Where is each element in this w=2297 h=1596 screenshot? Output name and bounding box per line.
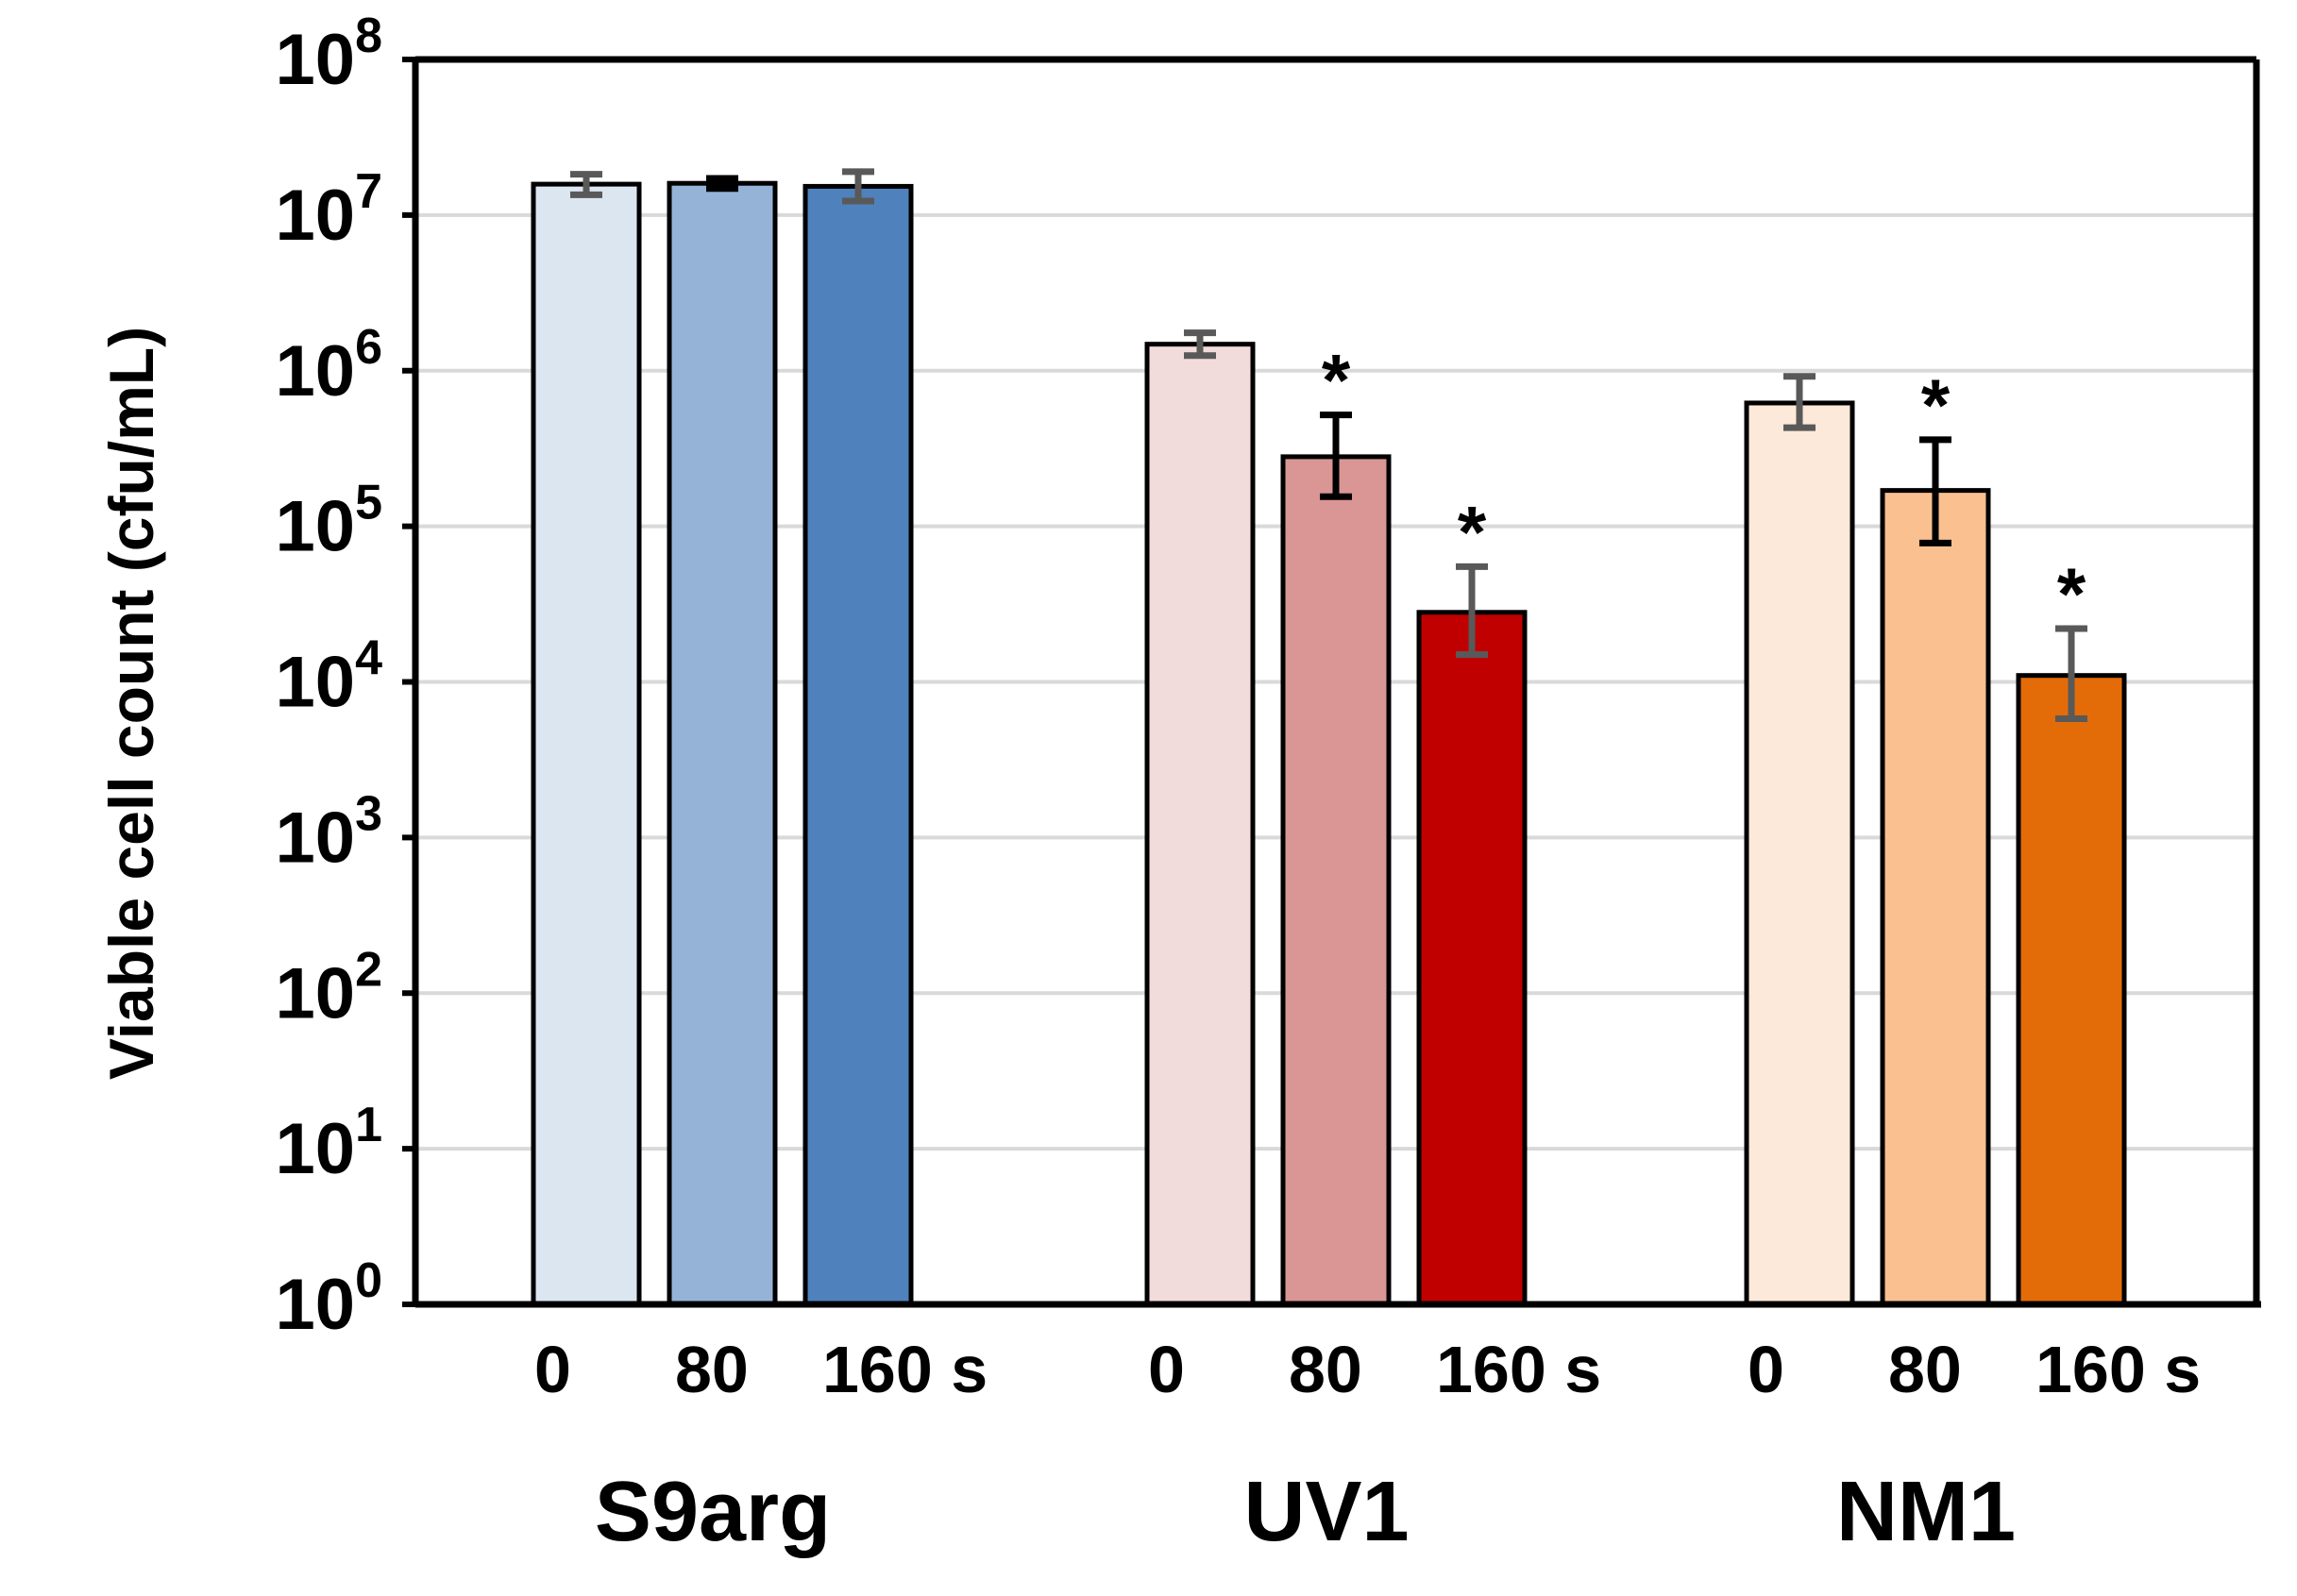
y-tick-label: 103	[276, 786, 382, 878]
y-tick-exponent: 4	[355, 631, 382, 686]
significance-marker: *	[1322, 339, 1351, 422]
error-bars	[570, 168, 2087, 723]
y-tick-label: 107	[276, 164, 382, 256]
x-tick-label: 0	[1748, 1333, 1784, 1406]
x-tick-label: 80	[1289, 1333, 1362, 1406]
bar	[1744, 400, 1855, 1307]
x-tick-label: 160 s	[2035, 1333, 2201, 1406]
y-tick-label: 100	[276, 1253, 382, 1345]
significance-marker: *	[2057, 552, 2086, 635]
x-tick-label: 80	[1888, 1333, 1962, 1406]
y-tick-exponent: 7	[355, 164, 382, 219]
y-axis-label: Viable cell count (cfu/mL)	[96, 327, 166, 1080]
x-tick-label: 80	[675, 1333, 749, 1406]
group-label: NM1	[1836, 1465, 2016, 1559]
y-tick-exponent: 2	[355, 942, 382, 997]
bar	[667, 180, 778, 1307]
group-label: UV1	[1243, 1465, 1409, 1559]
x-tick-label: 160 s	[822, 1333, 988, 1406]
bar	[802, 183, 914, 1307]
y-tick-exponent: 1	[355, 1098, 382, 1152]
bars	[531, 180, 2127, 1307]
bar	[1880, 488, 1991, 1307]
y-tick-label: 102	[276, 942, 382, 1033]
y-tick-label: 105	[276, 476, 382, 567]
y-tick-label: 106	[276, 320, 382, 412]
significance-marker: *	[1921, 363, 1951, 446]
bar	[2016, 673, 2127, 1307]
y-tick-exponent: 8	[355, 8, 382, 63]
bar	[1144, 342, 1256, 1307]
y-tick-exponent: 5	[355, 476, 382, 530]
bar	[531, 181, 642, 1307]
x-tick-label: 160 s	[1436, 1333, 1601, 1406]
bar	[1280, 454, 1392, 1307]
x-tick-label: 0	[534, 1333, 571, 1406]
axes	[402, 56, 2261, 1308]
x-tick-label: 0	[1148, 1333, 1185, 1406]
bar	[1416, 610, 1528, 1307]
y-tick-exponent: 3	[355, 786, 382, 841]
group-label: S9arg	[595, 1465, 831, 1559]
significance-marker: *	[1458, 490, 1487, 573]
y-tick-exponent: 6	[355, 320, 382, 375]
y-tick-exponent: 0	[355, 1253, 382, 1308]
y-tick-label: 101	[276, 1098, 382, 1189]
y-tick-label: 108	[276, 8, 382, 100]
y-tick-label: 104	[276, 631, 383, 723]
